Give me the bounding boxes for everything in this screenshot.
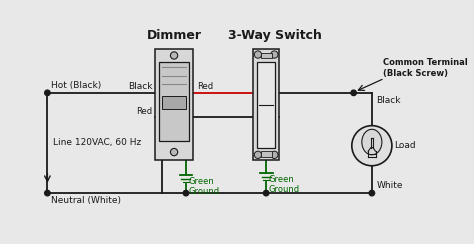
Text: White: White — [376, 181, 403, 190]
Text: Common Terminal
(Black Screw): Common Terminal (Black Screw) — [383, 58, 467, 78]
Bar — [162, 96, 186, 109]
Circle shape — [351, 90, 356, 96]
Text: 3-Way Switch: 3-Way Switch — [228, 29, 322, 42]
Circle shape — [254, 151, 262, 158]
Circle shape — [254, 51, 262, 58]
Text: Line 120VAC, 60 Hz: Line 120VAC, 60 Hz — [53, 138, 141, 147]
Circle shape — [183, 190, 189, 196]
Circle shape — [352, 126, 392, 166]
Text: Load: Load — [394, 141, 415, 150]
Text: Neutral (White): Neutral (White) — [51, 196, 121, 205]
Bar — [261, 53, 272, 58]
Circle shape — [171, 148, 178, 156]
Circle shape — [264, 190, 269, 196]
Text: Green
Ground: Green Ground — [189, 177, 220, 196]
Ellipse shape — [362, 129, 382, 155]
Text: Dimmer: Dimmer — [146, 29, 201, 42]
Bar — [155, 49, 193, 160]
Text: Red: Red — [136, 107, 152, 116]
Circle shape — [271, 151, 278, 158]
Text: Green
Ground: Green Ground — [269, 175, 300, 194]
Bar — [257, 62, 275, 148]
Text: Black: Black — [376, 96, 401, 105]
Text: Red: Red — [197, 82, 213, 91]
Circle shape — [45, 190, 50, 196]
Circle shape — [271, 51, 278, 58]
Text: Black: Black — [128, 82, 152, 91]
Circle shape — [45, 90, 50, 96]
Bar — [261, 151, 272, 157]
Bar — [254, 49, 279, 160]
Circle shape — [171, 52, 178, 59]
Text: Hot (Black): Hot (Black) — [51, 81, 101, 90]
Bar — [159, 62, 189, 141]
Circle shape — [369, 190, 374, 196]
